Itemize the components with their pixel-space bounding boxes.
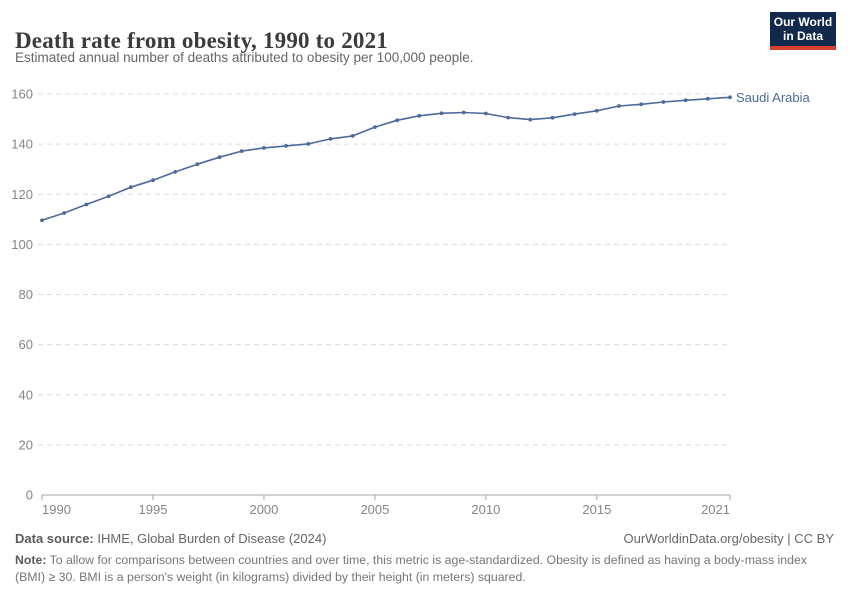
data-point [728,95,732,100]
data-point [484,111,488,116]
y-tick-label: 120 [11,187,33,202]
data-point [217,155,222,160]
y-tick-label: 20 [19,437,33,452]
y-tick-label: 100 [11,237,33,252]
y-tick-label: 40 [19,387,33,402]
data-point [350,134,355,138]
chart-subtitle: Estimated annual number of deaths attrib… [15,50,474,65]
data-point [395,118,399,123]
owid-logo-line1: Our World [773,15,833,29]
data-source: Data source: IHME, Global Burden of Dise… [15,531,326,546]
data-point [195,162,200,167]
data-point [439,111,444,116]
data-point [661,100,666,104]
line-chart-canvas: 0 20 40 60 80 100 120 140 160 1990 1995 2000 2005 201… [11,87,810,518]
data-point [506,115,510,120]
data-point [617,104,621,108]
data-point [572,112,577,116]
x-tick-label: 1995 [139,502,168,517]
data-point [239,149,244,154]
y-tick-label: 0 [26,488,33,503]
data-source-value: IHME, Global Burden of Disease (2024) [93,531,327,546]
data-point [550,115,555,120]
footer-source-row: Data source: IHME, Global Burden of Dise… [15,531,834,546]
data-point [128,185,133,190]
owid-logo[interactable]: Our World in Data [770,12,836,50]
data-source-label: Data source: [15,531,94,546]
footer-note: Note: To allow for comparisons between c… [15,552,815,586]
note-value: To allow for comparisons between countri… [15,553,807,584]
data-point [262,146,266,150]
data-point [306,142,311,146]
data-point [373,125,377,129]
owid-logo-line2: in Data [782,29,823,43]
data-point [528,117,533,122]
data-point [84,202,89,207]
data-point [40,218,44,223]
y-tick-label: 60 [19,337,33,352]
data-line [41,96,731,222]
data-point [62,211,67,215]
note-label: Note: [15,553,47,567]
x-tick-label: 2010 [471,502,500,517]
data-point [594,108,599,113]
data-point [173,170,178,174]
data-point [328,137,333,141]
data-point [461,110,466,115]
page-title: Death rate from obesity, 1990 to 2021 [15,28,388,54]
x-tick-label: 2005 [360,502,389,517]
x-tick-label: 2015 [582,502,611,517]
y-tick-label: 160 [11,87,33,102]
data-point [106,194,111,199]
y-tick-label: 140 [11,137,33,152]
y-tick-label: 80 [19,287,33,302]
data-point [639,102,644,107]
license-link[interactable]: OurWorldinData.org/obesity | CC BY [623,531,835,546]
data-point [417,113,422,118]
data-point [151,178,155,183]
data-point [683,98,688,103]
series-end-label: Saudi Arabia [736,90,810,105]
x-tick-label: 2021 [701,502,730,517]
x-tick-label: 1990 [42,502,71,517]
x-tick-label: 2000 [249,502,278,517]
data-point [705,96,710,101]
data-point [284,144,288,148]
